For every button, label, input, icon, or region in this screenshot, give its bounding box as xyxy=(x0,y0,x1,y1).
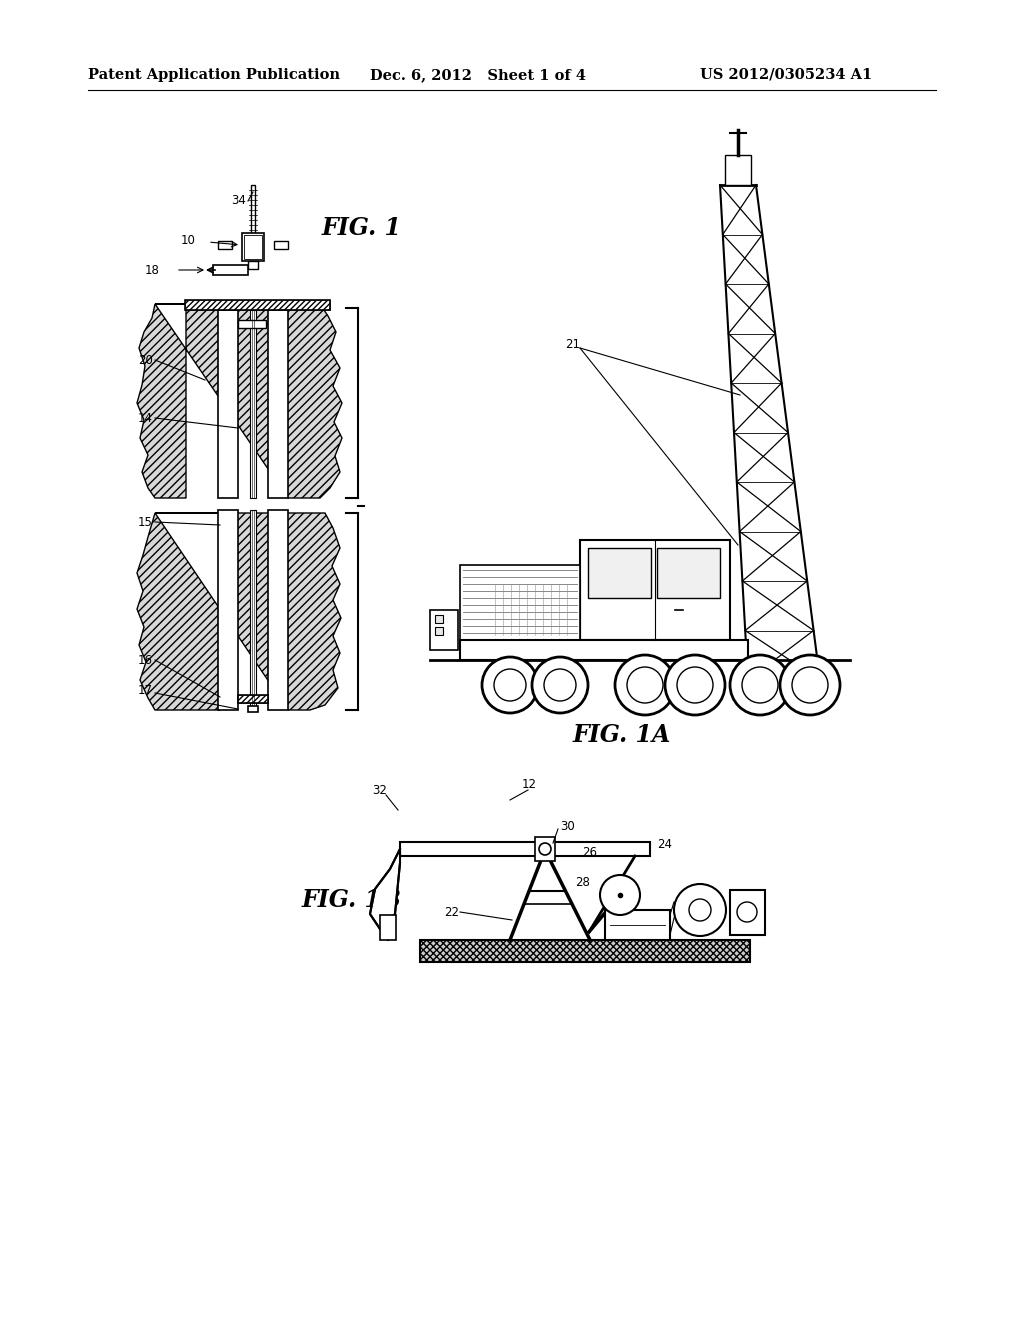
Bar xyxy=(725,154,751,185)
Bar xyxy=(238,319,266,327)
Text: 24: 24 xyxy=(657,838,672,851)
Bar xyxy=(238,696,268,704)
Text: Dec. 6, 2012   Sheet 1 of 4: Dec. 6, 2012 Sheet 1 of 4 xyxy=(370,69,586,82)
Text: 16: 16 xyxy=(138,653,153,667)
Text: 12: 12 xyxy=(521,777,537,791)
Bar xyxy=(400,842,650,855)
Circle shape xyxy=(780,655,840,715)
Text: 30: 30 xyxy=(560,820,574,833)
Bar xyxy=(185,300,330,310)
Text: 26: 26 xyxy=(582,846,597,858)
Bar xyxy=(185,300,330,310)
Circle shape xyxy=(730,655,790,715)
Text: 14: 14 xyxy=(138,412,153,425)
Bar xyxy=(248,706,258,711)
Bar xyxy=(490,579,580,640)
Bar xyxy=(238,696,268,704)
Circle shape xyxy=(538,843,552,857)
Bar xyxy=(605,909,670,940)
Text: 18: 18 xyxy=(145,264,160,276)
Text: 21: 21 xyxy=(565,338,581,351)
Bar xyxy=(242,234,264,261)
Bar xyxy=(430,610,458,649)
Circle shape xyxy=(737,902,757,921)
Circle shape xyxy=(544,669,575,701)
Text: 22: 22 xyxy=(444,906,460,919)
Circle shape xyxy=(665,655,725,715)
Text: Patent Application Publication: Patent Application Publication xyxy=(88,69,340,82)
Polygon shape xyxy=(137,304,342,498)
Bar xyxy=(218,510,238,710)
Bar xyxy=(460,640,748,660)
Bar xyxy=(218,310,238,498)
Bar xyxy=(580,540,730,640)
Text: 17: 17 xyxy=(138,684,153,697)
Text: US 2012/0305234 A1: US 2012/0305234 A1 xyxy=(700,69,872,82)
Text: 10: 10 xyxy=(181,234,196,247)
Text: FIG. 1: FIG. 1 xyxy=(322,216,402,240)
Circle shape xyxy=(689,899,711,921)
Bar xyxy=(420,940,750,962)
Polygon shape xyxy=(137,513,341,710)
Bar xyxy=(244,235,262,259)
Bar xyxy=(435,627,443,635)
Bar xyxy=(250,310,256,498)
Circle shape xyxy=(742,667,778,704)
Bar xyxy=(420,940,750,962)
Text: 34: 34 xyxy=(231,194,246,206)
Circle shape xyxy=(600,875,640,915)
Circle shape xyxy=(674,884,726,936)
Bar xyxy=(268,510,288,710)
Bar xyxy=(248,261,258,269)
Circle shape xyxy=(677,667,713,704)
Text: 32: 32 xyxy=(373,784,387,796)
Text: FIG. 1B: FIG. 1B xyxy=(302,888,402,912)
Bar xyxy=(657,548,720,598)
Text: FIG. 1A: FIG. 1A xyxy=(572,723,671,747)
Polygon shape xyxy=(370,849,400,929)
Bar xyxy=(213,265,248,275)
Circle shape xyxy=(615,655,675,715)
Bar xyxy=(274,242,288,249)
Circle shape xyxy=(494,669,526,701)
Bar xyxy=(250,510,256,710)
Text: 20: 20 xyxy=(138,354,153,367)
Bar xyxy=(535,837,555,861)
Bar xyxy=(251,185,255,235)
Bar xyxy=(435,615,443,623)
Bar xyxy=(268,310,288,498)
Text: 28: 28 xyxy=(575,875,590,888)
Text: 15: 15 xyxy=(138,516,153,528)
Bar xyxy=(380,915,396,940)
Bar xyxy=(460,565,580,640)
Bar xyxy=(730,890,765,935)
Bar xyxy=(218,242,232,249)
Circle shape xyxy=(627,667,663,704)
Circle shape xyxy=(482,657,538,713)
Circle shape xyxy=(539,843,551,855)
Bar xyxy=(588,548,651,598)
Circle shape xyxy=(792,667,828,704)
Circle shape xyxy=(532,657,588,713)
